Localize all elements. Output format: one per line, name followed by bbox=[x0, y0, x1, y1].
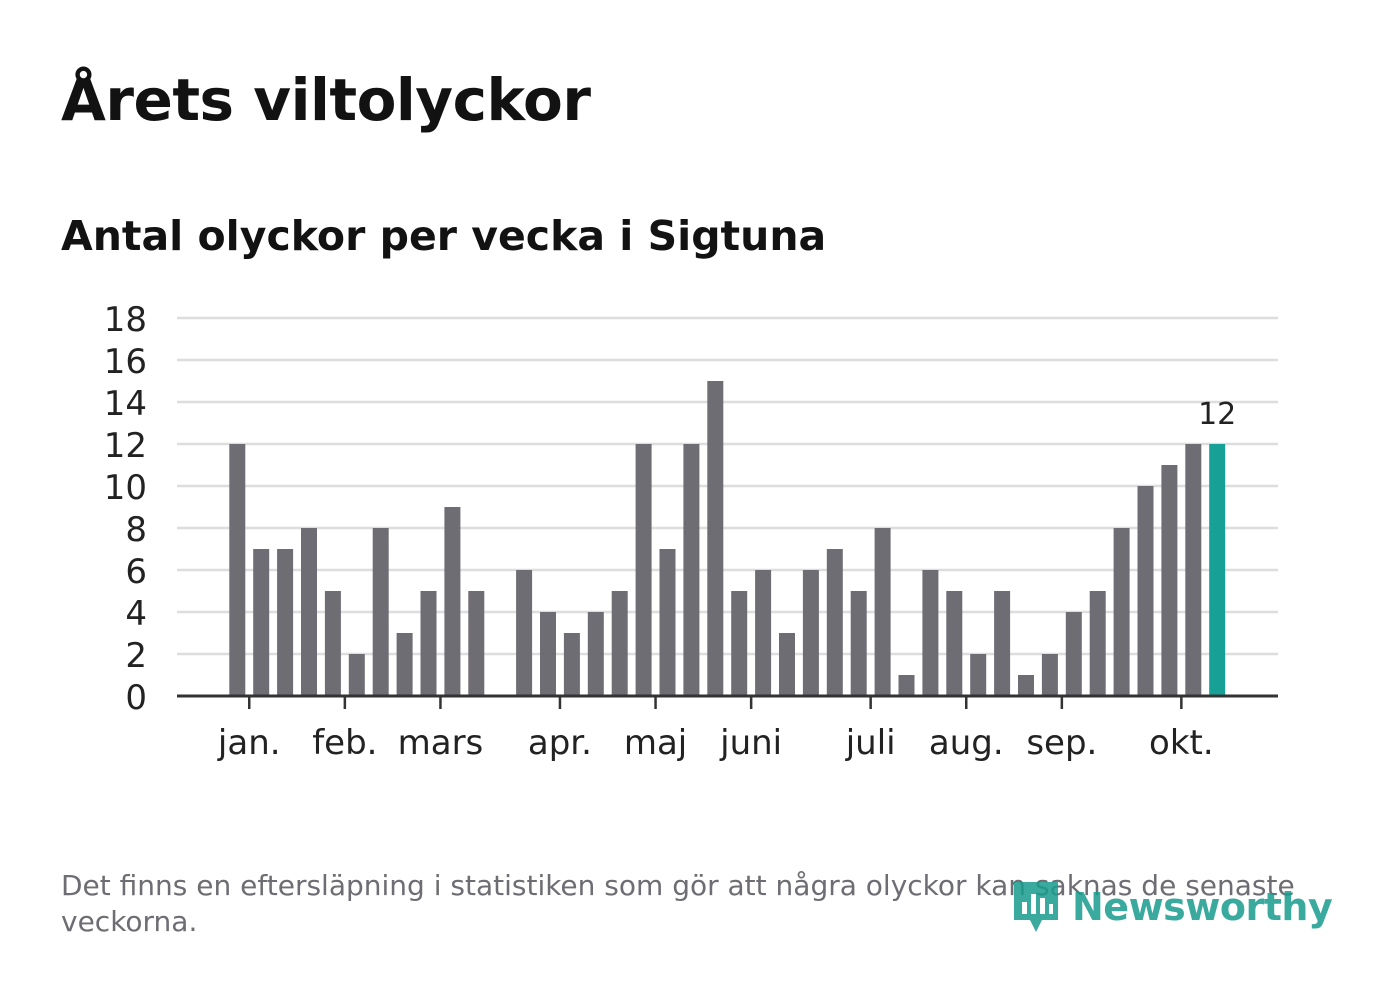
bar bbox=[587, 612, 604, 696]
x-tick-label: jan. bbox=[217, 723, 281, 763]
x-tick-label: aug. bbox=[929, 723, 1004, 763]
bar bbox=[1089, 591, 1106, 696]
bar bbox=[372, 528, 389, 696]
bar bbox=[348, 654, 365, 696]
grid-lines bbox=[177, 316, 1278, 656]
x-tick-label: mars bbox=[398, 723, 484, 763]
bar bbox=[635, 444, 652, 696]
bars bbox=[229, 381, 1226, 696]
bar bbox=[253, 549, 270, 696]
bar bbox=[946, 591, 963, 696]
chart-title: Årets viltolyckor bbox=[61, 66, 591, 134]
bar bbox=[540, 612, 556, 696]
bar bbox=[324, 591, 341, 696]
x-tick-label: maj bbox=[624, 723, 687, 763]
y-tick-label: 14 bbox=[104, 384, 147, 424]
bar bbox=[755, 570, 772, 696]
y-tick-label: 18 bbox=[104, 300, 147, 340]
bar bbox=[1041, 654, 1058, 696]
x-tick-label: juli bbox=[845, 723, 896, 763]
bar bbox=[277, 549, 294, 696]
newsworthy-logo: Newsworthy bbox=[1010, 878, 1333, 936]
chart-subtitle: Antal olyckor per vecka i Sigtuna bbox=[61, 212, 827, 260]
bar bbox=[874, 528, 891, 696]
x-tick-label: juni bbox=[719, 723, 782, 763]
bar bbox=[396, 633, 413, 696]
x-tick-label: okt. bbox=[1149, 723, 1214, 763]
bar bbox=[826, 549, 843, 696]
bar bbox=[468, 591, 485, 696]
y-tick-label: 12 bbox=[104, 426, 147, 466]
bar bbox=[229, 444, 246, 696]
bar bbox=[444, 507, 461, 696]
y-tick-label: 6 bbox=[125, 552, 147, 592]
y-tick-label: 10 bbox=[104, 468, 147, 508]
y-tick-label: 0 bbox=[125, 678, 147, 718]
bar bbox=[779, 633, 795, 696]
newsworthy-logo-text: Newsworthy bbox=[1072, 885, 1333, 929]
x-axis bbox=[177, 694, 1278, 709]
bar bbox=[731, 591, 748, 696]
bar bbox=[707, 381, 724, 696]
bar bbox=[802, 570, 819, 696]
bar bbox=[420, 591, 437, 696]
x-tick-label: sep. bbox=[1026, 723, 1097, 763]
x-tick-label: feb. bbox=[312, 723, 377, 763]
bar bbox=[1018, 675, 1034, 696]
bar bbox=[994, 591, 1011, 696]
y-tick-label: 8 bbox=[125, 510, 147, 550]
bar bbox=[683, 444, 700, 696]
bar bbox=[1185, 444, 1202, 696]
bar bbox=[922, 570, 939, 696]
bar bbox=[301, 528, 317, 696]
bar bbox=[611, 591, 628, 696]
bar bbox=[659, 549, 676, 696]
y-tick-label: 4 bbox=[125, 594, 147, 634]
bar bbox=[1161, 465, 1178, 696]
bar bbox=[898, 675, 915, 696]
bar bbox=[1137, 486, 1154, 696]
bar bbox=[1113, 528, 1130, 696]
y-tick-label: 16 bbox=[104, 342, 147, 382]
annotations: 12 bbox=[1198, 397, 1236, 432]
footnote: Det finns en eftersläpning i statistiken… bbox=[61, 869, 1295, 938]
bar-highlight bbox=[1209, 444, 1226, 696]
bar bbox=[516, 570, 533, 696]
y-tick-label: 2 bbox=[125, 636, 147, 676]
newsworthy-logo-icon bbox=[1014, 882, 1058, 932]
month-labels: jan. feb. mars apr. maj juni juli aug. sep. okt. bbox=[217, 723, 1214, 763]
bar bbox=[563, 633, 580, 696]
bar bbox=[1065, 612, 1082, 696]
x-tick-label: apr. bbox=[528, 723, 592, 763]
highlight-value-label: 12 bbox=[1198, 397, 1236, 432]
bar bbox=[970, 654, 987, 696]
bar bbox=[850, 591, 867, 696]
